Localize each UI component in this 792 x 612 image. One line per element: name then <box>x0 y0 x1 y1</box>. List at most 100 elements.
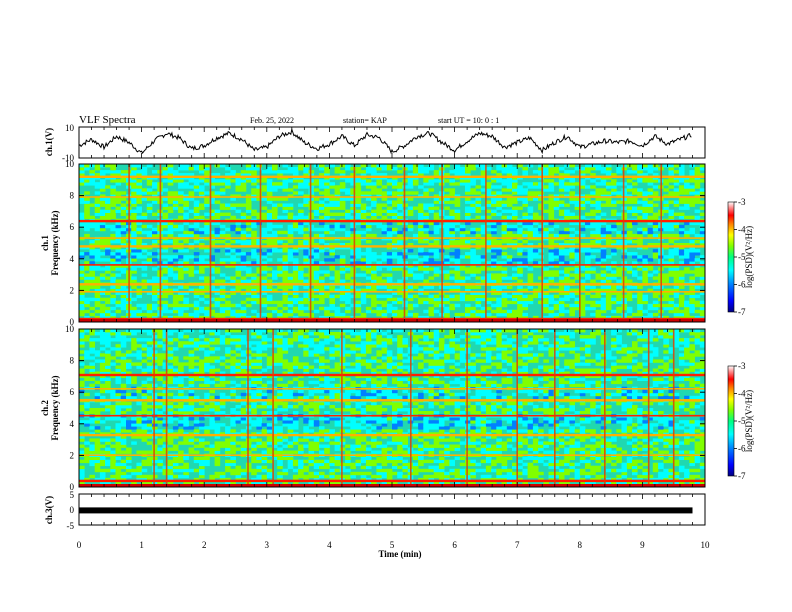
spectrogram-cell <box>131 344 137 348</box>
spectrogram-cell <box>105 468 111 473</box>
spectrogram-cell <box>381 252 388 256</box>
spectrogram-cell <box>392 312 398 317</box>
spectrogram-cell <box>371 182 377 186</box>
spectrogram-cell <box>553 315 560 320</box>
spectrogram-cell <box>94 291 101 295</box>
spectrogram-cell <box>585 255 591 259</box>
spectrogram-cell <box>329 312 335 317</box>
spectrogram-cell <box>172 243 179 247</box>
spectrogram-cell <box>272 182 278 186</box>
spectrogram-cell <box>94 224 101 229</box>
spectrogram-cell <box>632 273 638 277</box>
spectrogram-cell <box>120 240 127 244</box>
spectrogram-cell <box>110 411 116 415</box>
spectrogram-cell <box>141 285 148 289</box>
spectrogram-cell <box>172 447 179 451</box>
spectrogram-cell <box>79 306 85 311</box>
spectrogram-cell <box>590 240 596 244</box>
spectrogram-cell <box>418 315 424 320</box>
spectrogram-cell <box>334 200 341 204</box>
spectrogram-cell <box>287 273 294 277</box>
spectrogram-cell <box>459 276 466 280</box>
spectrogram-cell <box>230 389 236 394</box>
spectrogram-cell <box>506 179 513 183</box>
spectrogram-cell <box>178 383 184 388</box>
spectrogram-cell <box>251 285 257 289</box>
spectrogram-cell <box>303 170 309 174</box>
spectrogram-cell <box>558 203 565 207</box>
spectrogram-cell <box>79 380 85 385</box>
spectrogram-cell <box>678 273 685 277</box>
spectrogram-cell <box>569 306 575 311</box>
spectrogram-cell <box>277 267 283 271</box>
spectrogram-cell <box>678 230 685 235</box>
spectrogram-cell <box>611 200 617 204</box>
spectrogram-cell <box>689 179 695 183</box>
spectrogram-cell <box>235 353 242 357</box>
spectrogram-cell <box>219 261 226 265</box>
spectrogram-cell <box>313 255 320 259</box>
spectrogram-cell <box>475 243 482 247</box>
spectrogram-cell <box>506 164 513 168</box>
spectrogram-cell <box>209 182 215 186</box>
spectrogram-cell <box>178 450 184 454</box>
spectrogram-cell <box>94 441 101 445</box>
spectrogram-cell <box>433 197 440 201</box>
spectrogram-cell <box>668 306 675 311</box>
spectrogram-cell <box>605 240 612 244</box>
spectrogram-cell <box>120 459 127 464</box>
spectrogram-cell <box>225 347 231 351</box>
spectrogram-cell <box>324 191 330 195</box>
spectrogram-cell <box>298 212 304 216</box>
spectrogram-cell <box>501 297 508 302</box>
spectrogram-cell <box>235 285 242 289</box>
spectrogram-cell <box>214 182 221 186</box>
spectrogram-cell <box>146 338 153 342</box>
spectrogram-cell <box>548 227 555 232</box>
spectrogram-cell <box>292 264 299 268</box>
spectrogram-cell <box>512 197 518 201</box>
spectrogram-cell <box>146 179 153 183</box>
spectrogram-cell <box>204 441 210 445</box>
spectrogram-cell <box>141 459 148 464</box>
spectrogram-cell <box>245 173 252 177</box>
spectrogram-cell <box>193 374 200 378</box>
spectrogram-cell <box>99 185 106 189</box>
spectrogram-cell <box>668 173 675 177</box>
spectrogram-cell <box>157 411 163 415</box>
spectrogram-cell <box>183 480 189 485</box>
spectrogram-cell <box>329 249 335 253</box>
spectrogram-cell <box>178 420 184 424</box>
spectrogram-cell <box>126 380 132 385</box>
spectrogram-cell <box>110 315 116 320</box>
spectrogram-cell <box>84 227 90 232</box>
spectrogram-cell <box>110 332 116 336</box>
spectrogram-cell <box>501 194 508 198</box>
spectrogram-cell <box>465 215 471 220</box>
spectrogram-cell <box>485 185 492 189</box>
spectrogram-cell <box>282 288 289 292</box>
spectrogram-cell <box>146 258 153 262</box>
spectrogram-cell <box>360 267 367 271</box>
spectrogram-cell <box>110 167 116 171</box>
spectrogram-cell <box>84 350 90 354</box>
spectrogram-cell <box>496 200 502 204</box>
spectrogram-cell <box>105 270 111 274</box>
spectrogram-cell <box>251 224 257 229</box>
spectrogram-cell <box>141 224 148 229</box>
spectrogram-cell <box>178 233 184 238</box>
spectrogram-cell <box>266 179 273 183</box>
spectrogram-cell <box>512 246 518 250</box>
spectrogram-cell <box>386 264 393 268</box>
spectrogram-cell <box>136 309 142 314</box>
spectrogram-cell <box>162 338 169 342</box>
spectrogram-cell <box>543 188 549 192</box>
spectrogram-cell <box>595 300 602 305</box>
spectrogram-cell <box>611 227 617 232</box>
spectrogram-cell <box>105 197 111 201</box>
spectrogram-cell <box>204 230 210 235</box>
spectrogram-cell <box>120 359 127 363</box>
spectrogram-cell <box>240 215 247 220</box>
spectrogram-cell <box>647 230 654 235</box>
spectrogram-cell <box>235 365 242 369</box>
